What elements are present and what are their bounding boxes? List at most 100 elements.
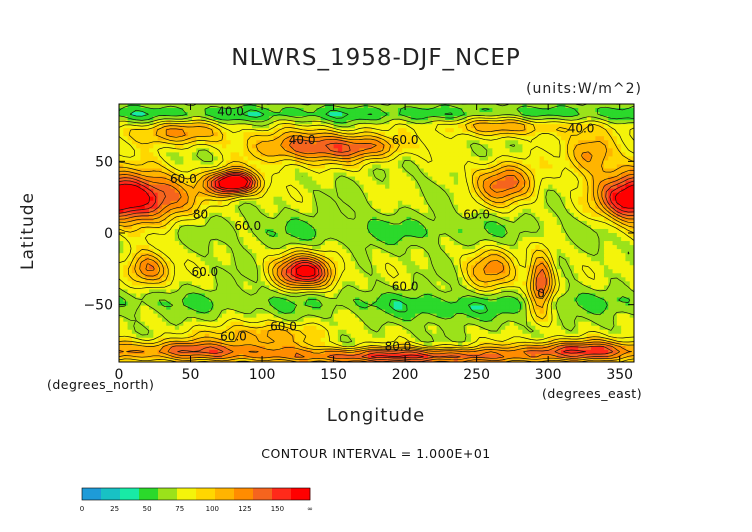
field-cell [616, 152, 622, 158]
field-cell [230, 216, 236, 222]
field-cell [367, 216, 373, 222]
field-cell [230, 180, 236, 186]
field-cell [470, 176, 476, 182]
field-cell [127, 261, 133, 266]
field-cell [565, 132, 571, 137]
field-cell [312, 184, 318, 190]
field-cell [385, 200, 390, 206]
field-cell [252, 180, 257, 186]
field-cell [136, 180, 142, 186]
field-cell [187, 192, 193, 198]
field-cell [273, 204, 279, 210]
field-cell [119, 220, 124, 226]
field-cell [166, 156, 172, 162]
field-cell [131, 233, 137, 238]
field-cell [608, 208, 614, 214]
field-cell [522, 220, 528, 226]
field-cell [204, 160, 210, 166]
field-cell [393, 204, 399, 210]
field-cell [170, 176, 176, 182]
field-cell [415, 200, 421, 206]
field-cell [599, 140, 605, 145]
field-cell [286, 164, 292, 170]
field-cell [629, 228, 634, 234]
field-cell [397, 265, 403, 270]
field-cell [183, 228, 189, 234]
field-cell [522, 233, 528, 238]
field-cell [144, 176, 150, 182]
field-cell [329, 233, 335, 238]
field-cell [513, 241, 519, 246]
field-cell [415, 120, 421, 125]
field-cell [217, 148, 223, 153]
field-cell [355, 136, 360, 141]
field-cell [149, 136, 154, 141]
field-cell [466, 257, 472, 262]
field-cell [509, 233, 515, 238]
field-cell [470, 140, 476, 145]
field-cell [140, 245, 146, 250]
field-cell [329, 120, 335, 125]
field-cell [209, 168, 215, 174]
field-cell [423, 224, 429, 230]
field-cell [518, 265, 524, 270]
field-cell [603, 188, 609, 194]
field-cell [226, 245, 232, 250]
field-cell [350, 180, 356, 186]
field-cell [573, 184, 579, 190]
field-cell [569, 192, 575, 198]
field-cell [234, 144, 240, 149]
field-cell [333, 156, 339, 162]
field-cell [385, 224, 390, 230]
field-cell [612, 144, 618, 149]
field-cell [144, 188, 150, 194]
field-cell [174, 136, 180, 141]
field-cell [539, 192, 545, 198]
field-cell [526, 172, 532, 178]
field-cell [149, 132, 154, 137]
field-cell [363, 216, 369, 222]
field-cell [273, 216, 279, 222]
field-cell [140, 241, 146, 246]
field-cell [505, 212, 511, 218]
field-cell [475, 120, 481, 125]
field-cell [518, 188, 524, 194]
field-cell [492, 241, 498, 246]
field-cell [307, 112, 313, 117]
field-cell [595, 144, 601, 149]
field-cell [393, 104, 399, 109]
field-cell [389, 261, 395, 266]
field-cell [518, 164, 524, 170]
field-cell [367, 164, 373, 170]
field-cell [204, 104, 210, 109]
field-cell [458, 204, 463, 210]
field-cell [299, 168, 305, 174]
field-cell [119, 237, 124, 242]
field-cell [294, 184, 300, 190]
field-cell [573, 257, 579, 262]
field-cell [453, 192, 459, 198]
field-cell [372, 237, 378, 242]
field-cell [531, 164, 536, 170]
field-cell [539, 241, 545, 246]
field-cell [462, 112, 468, 117]
field-cell [509, 116, 515, 121]
field-cell [608, 220, 614, 226]
field-cell [187, 224, 193, 230]
field-cell [410, 136, 416, 141]
field-cell [573, 176, 579, 182]
field-cell [359, 241, 365, 246]
field-cell [415, 261, 421, 266]
field-cell [436, 144, 442, 149]
field-cell [475, 233, 481, 238]
field-cell [290, 164, 296, 170]
field-cell [591, 200, 596, 206]
field-cell [329, 152, 335, 158]
field-cell [582, 144, 588, 149]
field-cell [385, 220, 390, 226]
field-cell [629, 196, 634, 202]
field-cell [548, 204, 554, 210]
field-cell [500, 136, 506, 141]
field-cell [569, 124, 575, 129]
field-cell [342, 269, 348, 274]
